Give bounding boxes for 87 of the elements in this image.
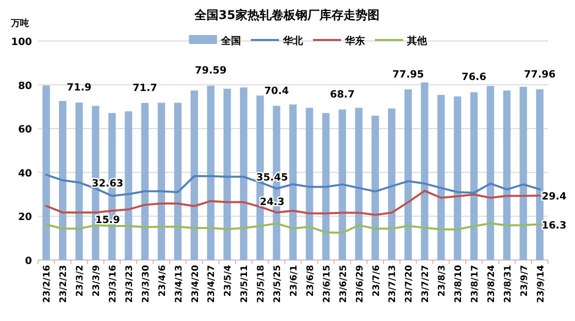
x-tick-label: 23/9/7	[520, 265, 530, 297]
x-tick-label: 23/7/27	[421, 265, 432, 303]
chart-title: 全国35家热轧卷板钢厂库存走势图	[194, 8, 380, 22]
bar	[536, 89, 544, 260]
x-tick-label: 23/7/6	[372, 265, 382, 297]
bar	[289, 104, 297, 260]
line-series	[45, 190, 541, 216]
line-series	[45, 222, 541, 234]
data-label: 77.96	[524, 69, 556, 80]
x-tick-label: 23/4/6	[158, 265, 168, 297]
bar	[437, 94, 445, 260]
bar	[223, 88, 231, 260]
x-tick-label: 23/9/14	[536, 265, 546, 303]
bar	[207, 86, 214, 260]
y-tick-label: 100	[11, 37, 32, 48]
bar	[404, 89, 412, 260]
data-label: 15.9	[95, 215, 120, 226]
x-tick-label: 23/3/30	[141, 265, 152, 303]
x-tick-label: 23/6/15	[322, 265, 332, 303]
data-label: 71.9	[66, 82, 92, 94]
data-label: 16.3	[542, 220, 566, 232]
x-tick-label: 23/8/17	[470, 265, 480, 303]
y-tick-label: 20	[18, 212, 32, 224]
data-label: 79.59	[194, 66, 227, 77]
x-tick-label: 23/8/24	[486, 265, 497, 303]
x-tick-label: 23/8/3	[438, 265, 448, 297]
data-label: 32.63	[92, 178, 124, 190]
bar	[454, 96, 462, 260]
legend-label: 全国	[220, 35, 241, 47]
bar	[141, 102, 149, 260]
bar	[355, 108, 363, 260]
bar	[470, 92, 478, 260]
bar	[372, 116, 379, 260]
data-label: 77.95	[392, 69, 424, 80]
bar	[420, 82, 428, 260]
bar	[75, 102, 83, 260]
x-tick-label: 23/7/20	[404, 265, 415, 303]
data-label: 24.3	[260, 196, 284, 208]
x-tick-label: 23/5/25	[273, 265, 284, 303]
bar	[42, 85, 50, 260]
y-tick-label: 0	[25, 256, 32, 267]
data-label: 29.4	[542, 192, 566, 203]
data-label: 68.7	[330, 90, 355, 101]
x-tick-label: 23/4/27	[207, 265, 218, 303]
bar	[486, 86, 494, 260]
x-tick-label: 23/3/23	[124, 265, 135, 303]
x-tick-label: 23/6/29	[355, 265, 366, 303]
x-tick-label: 23/3/2	[76, 265, 86, 297]
bar	[174, 102, 182, 260]
bar	[322, 113, 330, 260]
x-tick-label: 23/2/23	[59, 265, 70, 303]
x-tick-label: 23/6/25	[338, 265, 349, 303]
x-tick-label: 23/5/18	[256, 265, 267, 303]
bar	[240, 87, 248, 260]
data-label: 70.4	[264, 86, 289, 97]
legend-label: 华东	[344, 35, 365, 47]
y-tick-label: 60	[18, 124, 32, 136]
bar	[58, 101, 66, 260]
x-tick-label: 23/6/8	[306, 265, 316, 297]
x-tick-label: 23/3/9	[92, 265, 102, 297]
x-tick-label: 23/5/11	[240, 265, 250, 303]
line-series	[45, 174, 541, 197]
bar	[338, 110, 346, 260]
x-tick-label: 23/4/20	[190, 265, 201, 303]
x-tick-label: 23/4/13	[174, 265, 184, 303]
x-tick-label: 23/8/31	[503, 265, 514, 303]
bar	[306, 108, 314, 260]
x-tick-label: 23/2/16	[42, 265, 53, 303]
bar	[388, 108, 396, 260]
x-tick-label: 23/5/4	[224, 265, 234, 297]
bar	[520, 86, 528, 260]
bar	[503, 90, 511, 260]
y-tick-label: 80	[18, 80, 32, 92]
legend-label: 华北	[282, 35, 304, 47]
x-tick-label: 23/7/13	[388, 265, 398, 303]
x-tick-label: 23/6/1	[290, 265, 300, 297]
y-tick-label: 40	[18, 168, 32, 180]
legend-label: 其他	[406, 35, 428, 47]
data-label: 35.45	[256, 172, 288, 184]
bar	[158, 102, 166, 260]
bar	[124, 111, 132, 260]
x-tick-label: 23/3/16	[108, 265, 119, 303]
data-label: 76.6	[462, 72, 486, 84]
y-axis-title: 万吨	[10, 18, 29, 29]
x-tick-label: 23/8/10	[454, 265, 464, 303]
data-label: 71.7	[132, 82, 158, 94]
bar	[190, 90, 198, 260]
